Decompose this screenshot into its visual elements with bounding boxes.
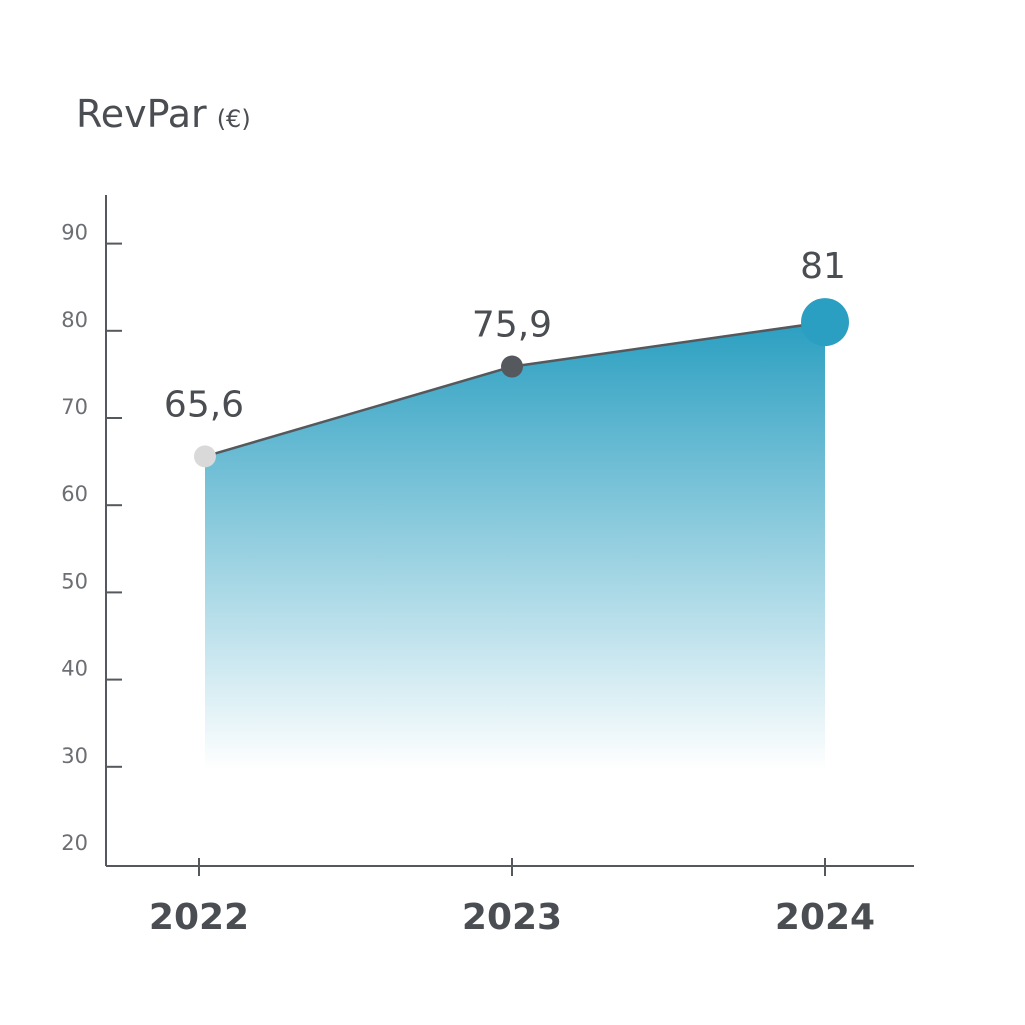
data-label-2022: 65,6 <box>164 384 244 425</box>
axes-layer <box>105 195 914 876</box>
point-marker-2023 <box>501 355 523 378</box>
x-tick-label-2024: 2024 <box>775 897 875 938</box>
y-tick-label-50: 50 <box>61 569 88 593</box>
x-tick-label-2022: 2022 <box>149 897 249 938</box>
y-tick-label-40: 40 <box>61 657 88 681</box>
data-label-2023: 75,9 <box>472 305 552 346</box>
y-tick-label-20: 20 <box>61 831 88 855</box>
chart-title-unit: (€) <box>217 105 251 133</box>
chart-title-main: RevPar <box>76 92 207 136</box>
area-fill <box>205 322 825 770</box>
point-marker-2022 <box>194 445 216 468</box>
x-tick-label-2023: 2023 <box>462 897 562 938</box>
y-tick-label-90: 90 <box>61 221 88 245</box>
area-layer <box>205 322 825 770</box>
point-marker-2024 <box>801 298 849 347</box>
y-tick-label-80: 80 <box>61 308 88 332</box>
y-tick-label-70: 70 <box>61 395 88 419</box>
chart-title: RevPar (€) <box>76 92 251 136</box>
y-tick-label-60: 60 <box>61 482 88 506</box>
data-label-2024: 81 <box>800 246 846 287</box>
y-tick-label-30: 30 <box>61 744 88 768</box>
labels-layer: 20 30 40 50 60 70 80 90 2022 2023 2024 65,6 75,9 81 <box>61 221 875 938</box>
line-layer <box>194 298 849 468</box>
